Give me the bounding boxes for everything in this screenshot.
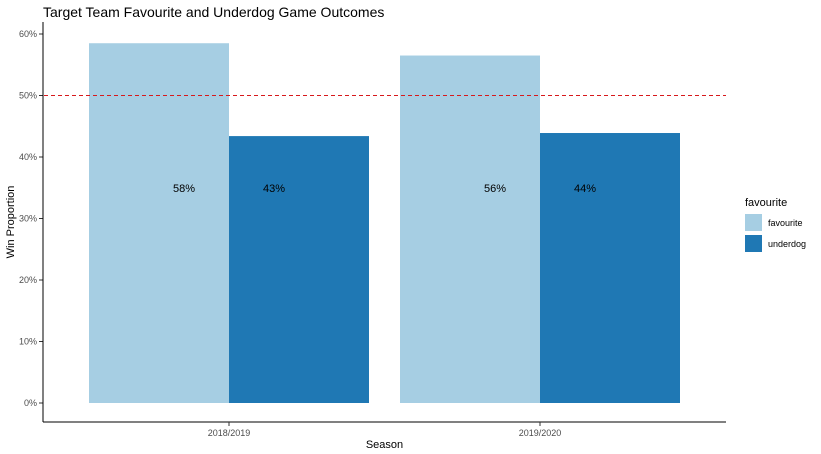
x-axis-ticks: 2018/2019 2019/2020 [208, 422, 562, 438]
bar-labels: 58% 43% 56% 44% [173, 183, 596, 195]
bar-favourite-1 [400, 55, 540, 404]
legend-title: favourite [745, 197, 787, 209]
legend-swatch-favourite [745, 214, 762, 231]
bars [89, 43, 680, 404]
y-tick-label: 60% [19, 29, 37, 39]
x-tick-label: 2018/2019 [208, 428, 251, 438]
bar-label-underdog-0: 43% [263, 183, 285, 195]
y-tick-label: 30% [19, 214, 37, 224]
bar-favourite-0 [89, 43, 229, 403]
y-axis-ticks: 0% 10% 20% 30% 40% 50% 60% [19, 29, 43, 408]
y-tick-label: 0% [24, 398, 37, 408]
chart-title: Target Team Favourite and Underdog Game … [43, 4, 384, 20]
legend-swatch-underdog [745, 235, 762, 252]
bar-underdog-1 [540, 133, 680, 403]
bar-label-underdog-1: 44% [574, 183, 596, 195]
bar-label-favourite-0: 58% [173, 183, 195, 195]
y-tick-label: 40% [19, 152, 37, 162]
legend-label-underdog: underdog [768, 239, 806, 249]
legend: favourite favourite underdog [745, 197, 806, 252]
y-tick-label: 20% [19, 275, 37, 285]
y-tick-label: 10% [19, 337, 37, 347]
bar-label-favourite-1: 56% [484, 183, 506, 195]
legend-label-favourite: favourite [768, 218, 803, 228]
x-tick-label: 2019/2020 [519, 428, 562, 438]
y-tick-label: 50% [19, 91, 37, 101]
bar-underdog-0 [229, 136, 369, 403]
y-axis-title: Win Proportion [5, 186, 17, 259]
x-axis-title: Season [366, 439, 403, 451]
